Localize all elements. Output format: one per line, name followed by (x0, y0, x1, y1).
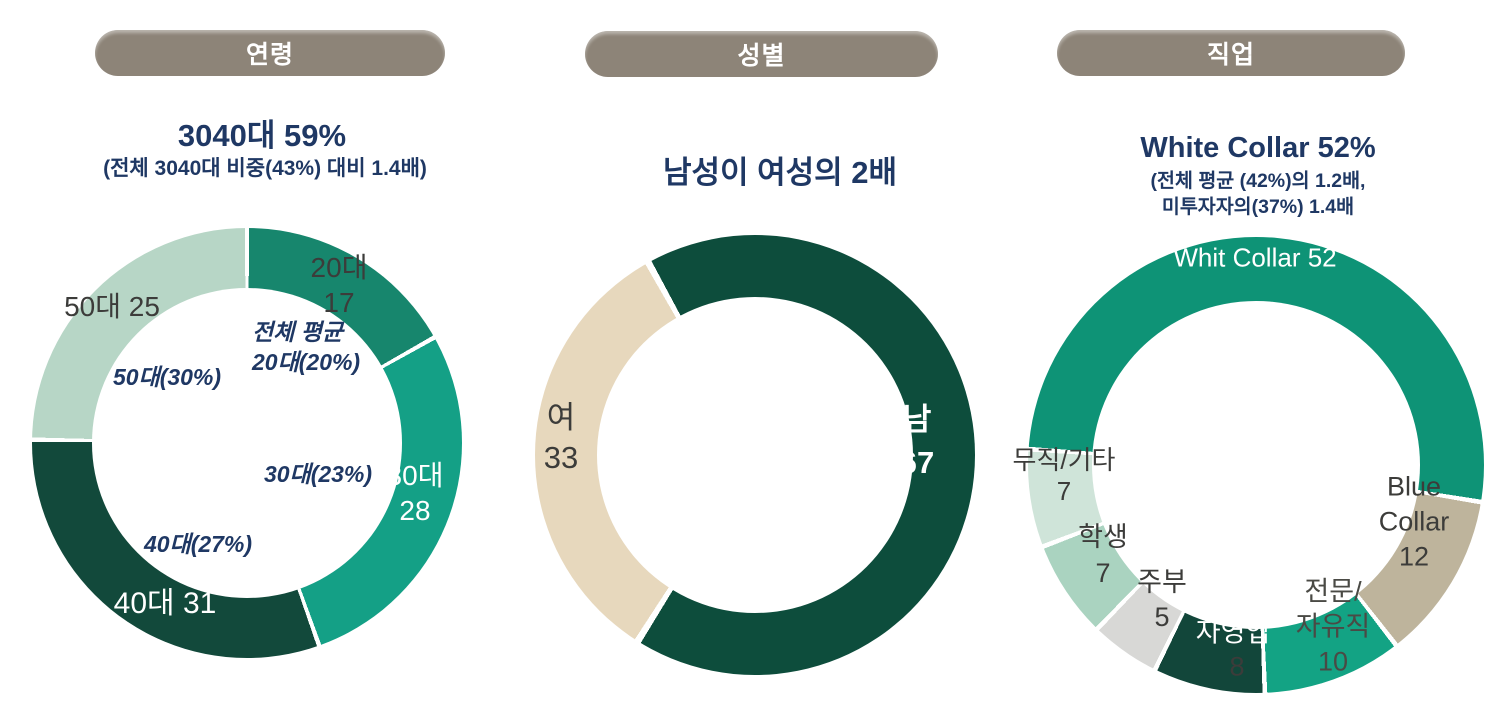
age-annotation-average: 전체 평균 20대(20%) (252, 317, 360, 377)
job-segment-label-professional: 전문/ 자유직 10 (1296, 575, 1371, 680)
gender-segment-female-value: 33 (543, 440, 579, 475)
job-segment-blue-collar-value: 12 (1398, 541, 1430, 572)
age-segment-label-30s: 30대 28 (387, 458, 444, 528)
age-annotation-average-line2: 20대(20%) (252, 349, 361, 375)
age-segment-50s-name: 50대 (64, 291, 121, 322)
job-segment-blue-collar-line2: Collar (1378, 506, 1450, 537)
job-subheadline-line1: (전체 평균 (42%)의 1.2배, (1150, 170, 1366, 192)
age-segment-30s-value: 28 (399, 495, 431, 526)
job-donut-chart (1028, 237, 1484, 693)
job-segment-professional-line1: 전문/ (1304, 576, 1362, 607)
age-segment-40s-value: 31 (182, 587, 217, 620)
job-subheadline: (전체 평균 (42%)의 1.2배, 미투자자의(37%) 1.4배 (1033, 168, 1483, 220)
age-segment-30s-name: 30대 (386, 460, 444, 491)
job-segment-white-collar-value: 52 (1307, 242, 1337, 273)
age-headline: 3040대 59% (177, 118, 347, 153)
job-segment-unemployed-etc-value: 7 (1056, 476, 1072, 506)
job-subheadline-line2: 미투자자의(37%) 1.4배 (1161, 196, 1355, 218)
gender-headline: 남성이 여성의 2배 (662, 155, 898, 190)
age-segment-label-50s: 50대 25 (64, 285, 160, 325)
age-annotation-50s: 50대(30%) (112, 364, 222, 390)
age-segment-label-40s: 40대 31 (114, 578, 217, 622)
age-segment-20s-name: 20대 (310, 252, 368, 283)
job-segment-label-white-collar: Whit Collar 52 (1173, 243, 1336, 274)
age-subheadline: (전체 3040대 비중(43%) 대비 1.4배) (103, 157, 427, 180)
age-segment-50s-value: 25 (128, 291, 160, 322)
age-header-pill: 연령 (95, 30, 445, 76)
job-segment-professional-value: 10 (1317, 646, 1349, 677)
age-donut-chart (32, 228, 462, 658)
age-segment-label-20s: 20대 17 (311, 250, 368, 320)
age-annotation-40s: 40대(27%) (143, 531, 253, 557)
job-segment-housewife-value: 5 (1154, 602, 1170, 632)
job-segment-housewife-name: 주부 (1137, 567, 1187, 597)
gender-segment-male-name: 남 (902, 402, 932, 437)
age-segment-40s-name: 40대 (113, 587, 175, 620)
job-segment-label-student: 학생 7 (1078, 519, 1128, 591)
age-annotation-30s: 30대(23%) (263, 461, 373, 487)
job-segment-label-blue-collar: Blue Collar 12 (1379, 470, 1450, 575)
gender-header-pill: 성별 (585, 31, 938, 77)
job-segment-label-self-employed: 자영업 (1195, 617, 1271, 648)
job-headline: White Collar 52% (1140, 132, 1376, 164)
job-segment-white-collar-name: Whit Collar (1173, 242, 1301, 273)
job-segment-student-name: 학생 (1078, 522, 1128, 552)
job-segment-student-value: 7 (1095, 558, 1111, 588)
gender-segment-label-female: 여 33 (544, 398, 578, 478)
gender-segment-male-value: 67 (899, 445, 935, 480)
gender-segment-female-name: 여 (546, 400, 576, 435)
age-annotation-average-line1: 전체 평균 (252, 319, 344, 345)
job-header-pill: 직업 (1057, 30, 1405, 76)
gender-segment-label-male: 남 67 (900, 398, 934, 484)
job-segment-label-unemployed-etc: 무직/기타 7 (1013, 445, 1116, 507)
age-segment-20s-value: 17 (323, 287, 355, 318)
job-segment-unemployed-etc-name: 무직/기타 (1012, 445, 1116, 475)
job-segment-self-employed-value: 8 (1229, 651, 1245, 682)
job-segment-professional-line2: 자유직 (1295, 611, 1371, 642)
job-segment-blue-collar-line1: Blue (1386, 471, 1442, 502)
job-segment-label-housewife: 주부 5 (1137, 565, 1187, 635)
gender-donut-chart (535, 235, 975, 675)
